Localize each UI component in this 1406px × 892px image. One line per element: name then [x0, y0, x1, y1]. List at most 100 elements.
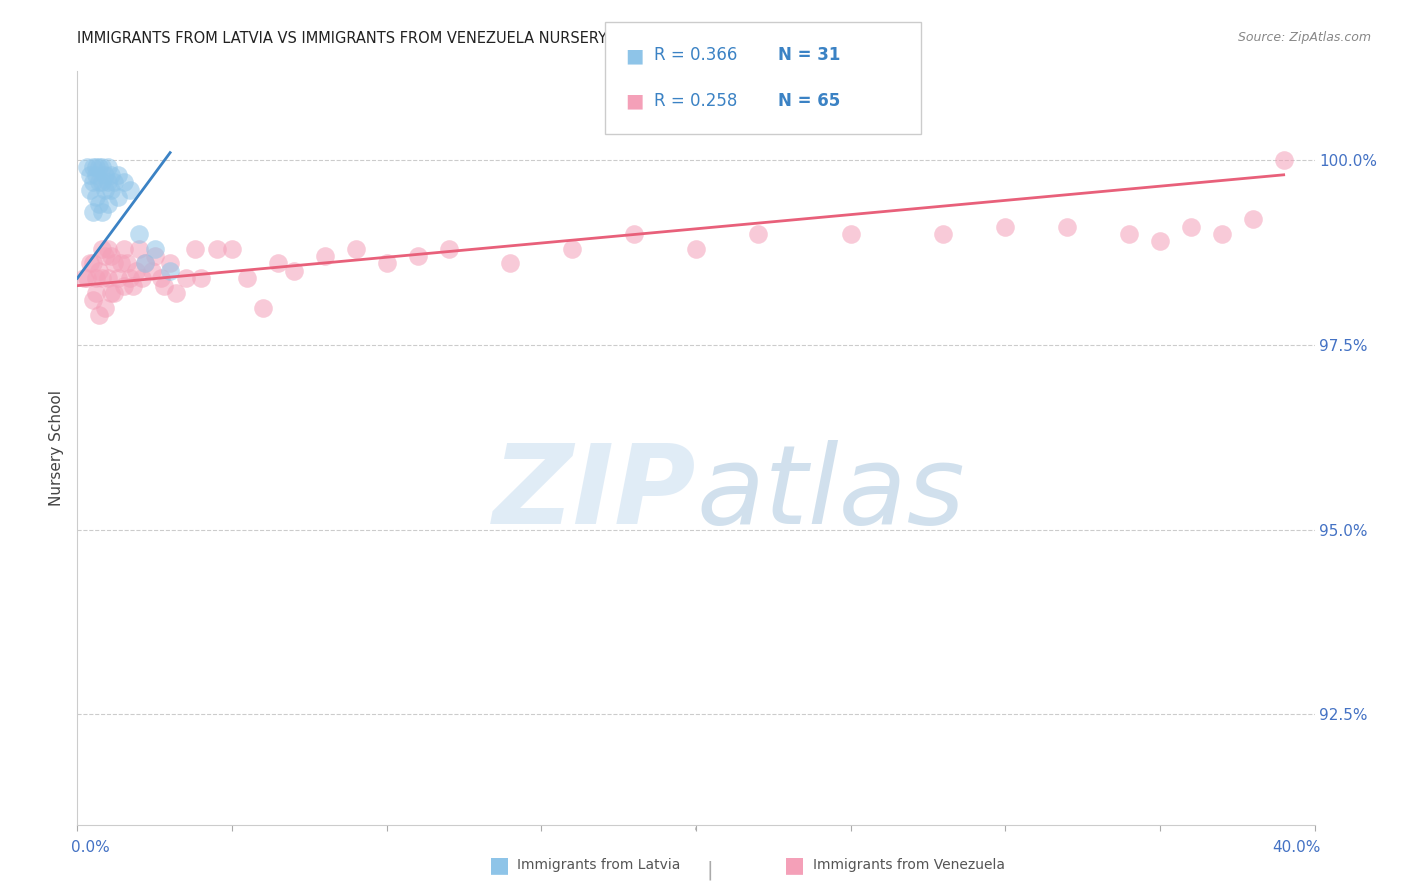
Point — [79, 168, 101, 182]
Point — [236, 271, 259, 285]
Point — [103, 286, 125, 301]
Point — [94, 249, 117, 263]
Point — [406, 249, 429, 263]
Point — [747, 227, 769, 241]
Point — [143, 242, 166, 256]
Point — [839, 227, 862, 241]
Point — [100, 168, 122, 182]
Point — [1149, 235, 1171, 249]
Point — [283, 264, 305, 278]
Point — [375, 256, 398, 270]
Text: R = 0.366: R = 0.366 — [654, 46, 737, 64]
Text: N = 65: N = 65 — [778, 92, 839, 110]
Point — [94, 168, 117, 182]
Point — [82, 175, 104, 189]
Point — [97, 161, 120, 175]
Point — [110, 256, 132, 270]
Point — [994, 219, 1017, 234]
Text: Source: ZipAtlas.com: Source: ZipAtlas.com — [1237, 31, 1371, 45]
Point — [1056, 219, 1078, 234]
Point — [685, 242, 707, 256]
Text: IMMIGRANTS FROM LATVIA VS IMMIGRANTS FROM VENEZUELA NURSERY SCHOOL CORRELATION C: IMMIGRANTS FROM LATVIA VS IMMIGRANTS FRO… — [77, 31, 837, 46]
Point — [128, 227, 150, 241]
Point — [84, 190, 107, 204]
Point — [165, 286, 187, 301]
Point — [84, 286, 107, 301]
Point — [112, 242, 135, 256]
Point — [84, 271, 107, 285]
Point — [82, 204, 104, 219]
Point — [72, 271, 94, 285]
Point — [87, 175, 110, 189]
Point — [623, 227, 645, 241]
Point — [344, 242, 367, 256]
Point — [87, 264, 110, 278]
Text: 40.0%: 40.0% — [1272, 840, 1320, 855]
Point — [131, 271, 153, 285]
Point — [143, 249, 166, 263]
Point — [1272, 153, 1295, 167]
Point — [159, 264, 181, 278]
Point — [128, 242, 150, 256]
Point — [115, 256, 138, 270]
Text: ■: ■ — [626, 46, 644, 65]
Point — [91, 271, 114, 285]
Text: N = 31: N = 31 — [778, 46, 839, 64]
Point — [82, 256, 104, 270]
Point — [174, 271, 197, 285]
Point — [190, 271, 212, 285]
Point — [221, 242, 243, 256]
Text: atlas: atlas — [696, 440, 965, 547]
Point — [107, 190, 129, 204]
Point — [87, 197, 110, 211]
Point — [97, 271, 120, 285]
Point — [125, 264, 148, 278]
Point — [76, 161, 98, 175]
Text: R = 0.258: R = 0.258 — [654, 92, 737, 110]
Point — [118, 271, 141, 285]
Text: ■: ■ — [785, 855, 804, 875]
Point — [82, 161, 104, 175]
Point — [112, 278, 135, 293]
Point — [100, 286, 122, 301]
Point — [100, 249, 122, 263]
Text: ■: ■ — [489, 855, 509, 875]
Point — [314, 249, 336, 263]
Point — [76, 271, 98, 285]
Point — [561, 242, 583, 256]
Point — [84, 161, 107, 175]
Point — [134, 256, 156, 270]
Point — [153, 278, 176, 293]
Point — [1180, 219, 1202, 234]
Point — [87, 161, 110, 175]
Y-axis label: Nursery School: Nursery School — [49, 390, 65, 507]
Point — [94, 183, 117, 197]
Point — [97, 197, 120, 211]
Point — [79, 256, 101, 270]
Text: |: | — [707, 861, 713, 880]
Point — [91, 242, 114, 256]
Point — [141, 264, 163, 278]
Point — [932, 227, 955, 241]
Point — [97, 175, 120, 189]
Point — [499, 256, 522, 270]
Text: ■: ■ — [626, 91, 644, 110]
Point — [159, 256, 181, 270]
Point — [100, 183, 122, 197]
Point — [94, 301, 117, 315]
Point — [82, 293, 104, 308]
Point — [205, 242, 228, 256]
Text: 0.0%: 0.0% — [72, 840, 110, 855]
Point — [149, 271, 172, 285]
Point — [1118, 227, 1140, 241]
Point — [91, 161, 114, 175]
Point — [103, 175, 125, 189]
Point — [267, 256, 290, 270]
Point — [91, 175, 114, 189]
Point — [252, 301, 274, 315]
Point — [437, 242, 460, 256]
Point — [91, 204, 114, 219]
Point — [87, 308, 110, 322]
Point — [107, 168, 129, 182]
Text: ZIP: ZIP — [492, 440, 696, 547]
